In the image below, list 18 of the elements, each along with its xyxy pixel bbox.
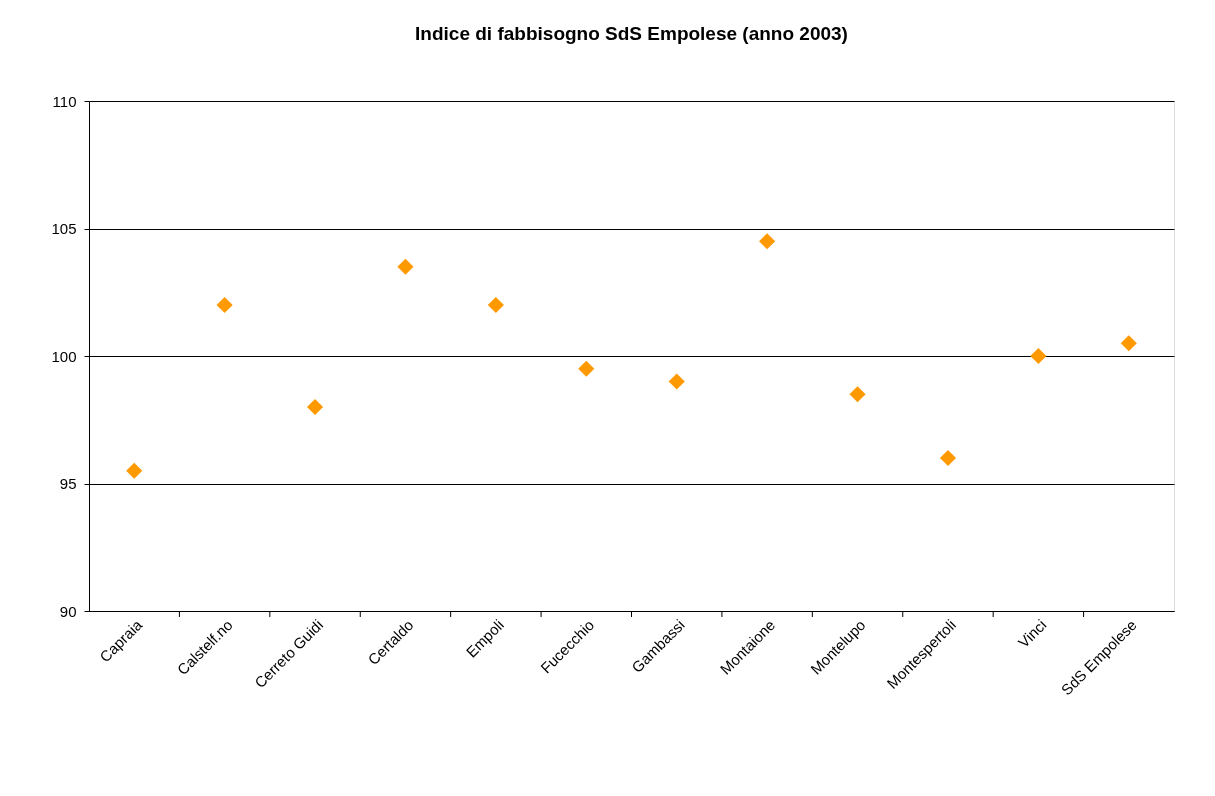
chart-title: Indice di fabbisogno SdS Empolese (anno 2003) — [415, 23, 848, 44]
point — [1030, 347, 1047, 365]
point — [306, 398, 324, 416]
y-tick-label: 105 — [51, 220, 77, 237]
y-tick-label: 100 — [51, 347, 77, 365]
point — [668, 373, 685, 390]
point — [849, 386, 866, 403]
point — [759, 233, 776, 250]
y-tick-label: 90 — [59, 602, 77, 620]
point — [939, 449, 957, 467]
point — [216, 296, 233, 314]
point — [397, 258, 414, 275]
point — [126, 462, 143, 479]
point — [578, 360, 595, 377]
y-tick-label: 110 — [52, 92, 77, 110]
point — [1120, 335, 1137, 352]
y-tick-label: 95 — [59, 475, 77, 492]
point — [487, 296, 504, 314]
